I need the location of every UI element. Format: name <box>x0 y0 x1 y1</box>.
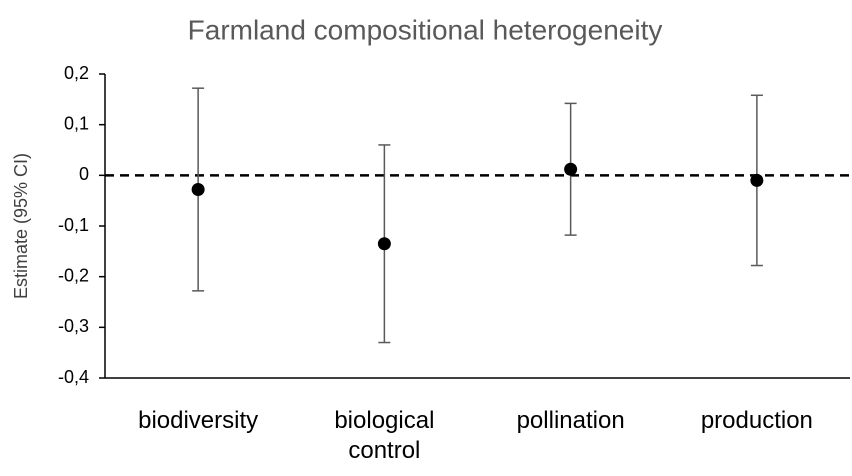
y-tick-label: -0,2 <box>58 265 89 285</box>
y-tick-label: 0,2 <box>64 63 89 83</box>
x-tick-label: pollination <box>516 407 625 434</box>
y-axis-label: Estimate (95% CI) <box>11 153 31 299</box>
y-tick-label: -0,4 <box>58 367 89 387</box>
y-tick-label: -0,3 <box>58 316 89 336</box>
chart-title: Farmland compositional heterogeneity <box>188 14 663 45</box>
point <box>564 162 578 176</box>
point <box>377 237 391 251</box>
y-tick-label: -0,1 <box>58 215 89 235</box>
y-tick-label: 0 <box>79 164 89 184</box>
point <box>750 173 764 187</box>
x-tick-label: production <box>700 407 813 434</box>
y-tick-label: 0,1 <box>64 113 89 133</box>
x-tick-label: biodiversity <box>138 407 259 434</box>
x-tick-label: biological control <box>334 407 435 464</box>
point <box>191 183 205 197</box>
